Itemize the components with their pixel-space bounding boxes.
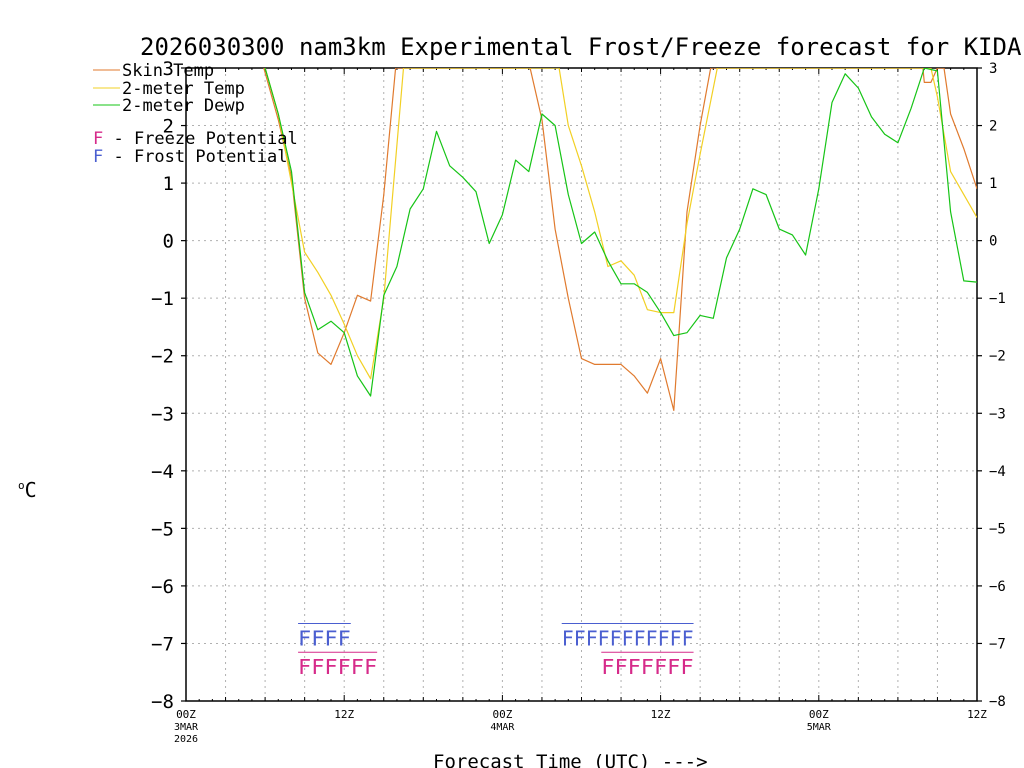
y-tick-label-right-7: −4	[989, 464, 1006, 480]
y-tick-label-right-10: −7	[989, 636, 1006, 652]
y-tick-labels-right: 3 2 1 0 −1 −2 −3 −4 −5 −6 −7 −8	[989, 61, 1006, 710]
x-tick-date-0: 3MAR	[174, 722, 199, 733]
y-tick-label-left-1: 2	[163, 116, 174, 138]
x-tick-label-4: 00Z	[809, 708, 829, 721]
y-tick-label-right-5: −2	[989, 349, 1006, 365]
y-tick-label-left-10: −7	[151, 633, 174, 655]
y-tick-label-right-4: −1	[989, 291, 1006, 307]
freeze-run-1: FFFFFFF	[601, 655, 693, 679]
x-tick-label-5: 12Z	[967, 708, 987, 721]
series-lines	[263, 68, 977, 411]
legend-freeze-potential: F - Freeze Potential	[93, 129, 298, 149]
legend-freeze-letter: F	[93, 129, 103, 149]
series-line-2-meter-dewp	[264, 68, 977, 397]
x-tick-date-2: 4MAR	[490, 722, 515, 733]
y-tick-label-left-2: 1	[163, 173, 174, 195]
y-tick-label-left-7: −4	[151, 461, 174, 483]
y-axis-label-unit: C	[25, 478, 37, 502]
y-tick-label-left-8: −5	[151, 518, 174, 540]
x-tick-year-0: 2026	[174, 734, 198, 745]
y-axis-label: oC	[18, 478, 37, 502]
legend-label-2m-dewp: 2-meter Dewp	[122, 96, 245, 116]
y-tick-label-right-1: 2	[989, 119, 997, 135]
y-tick-labels-left: 3 2 1 0 −1 −2 −3 −4 −5 −6 −7 −8	[151, 58, 174, 713]
y-tick-label-right-6: −3	[989, 406, 1006, 422]
x-axis-label: Forecast Time (UTC) --->	[433, 751, 708, 768]
freeze-run-0: FFFFFF	[298, 655, 377, 679]
series-line-skin-temp	[263, 68, 977, 411]
axis-ticks	[181, 67, 982, 702]
gridlines	[186, 68, 977, 701]
y-tick-label-left-11: −8	[151, 691, 174, 713]
legend-frost-label: - Frost Potential	[103, 147, 287, 167]
y-tick-label-left-3: 0	[163, 231, 174, 253]
legend-frost-potential: F - Frost Potential	[93, 147, 287, 167]
y-tick-label-left-0: 3	[163, 58, 174, 80]
y-tick-label-right-8: −5	[989, 521, 1006, 537]
legend-frost-letter: F	[93, 147, 103, 167]
y-tick-label-right-2: 1	[989, 176, 997, 192]
chart-title: 2026030300 nam3km Experimental Frost/Fre…	[140, 33, 1022, 61]
legend-freeze-label: - Freeze Potential	[103, 129, 297, 149]
legend: Skin Temp 2-meter Temp 2-meter Dewp F - …	[93, 61, 298, 167]
x-tick-label-1: 12Z	[334, 708, 354, 721]
series-line-2-meter-temp	[264, 68, 977, 380]
frost-run-1: FFFFFFFFFFF	[562, 626, 694, 650]
x-tick-label-0: 00Z	[176, 708, 196, 721]
y-tick-label-right-9: −6	[989, 579, 1006, 595]
y-tick-label-left-5: −2	[151, 346, 174, 368]
x-tick-label-2: 00Z	[492, 708, 512, 721]
y-tick-label-right-11: −8	[989, 694, 1006, 710]
frost-run-0: FFFF	[298, 626, 351, 650]
y-axis-label-degree: o	[18, 479, 25, 492]
x-tick-date-4: 5MAR	[807, 722, 832, 733]
x-tick-label-3: 12Z	[651, 708, 671, 721]
plot-frame	[185, 67, 978, 702]
y-tick-label-left-9: −6	[151, 576, 174, 598]
legend-label-skin-temp: Skin Temp	[122, 61, 214, 81]
y-tick-label-left-6: −3	[151, 403, 174, 425]
legend-label-2m-temp: 2-meter Temp	[122, 79, 245, 99]
y-tick-label-right-3: 0	[989, 234, 997, 250]
y-tick-label-left-4: −1	[151, 288, 174, 310]
y-tick-label-right-0: 3	[989, 61, 997, 77]
